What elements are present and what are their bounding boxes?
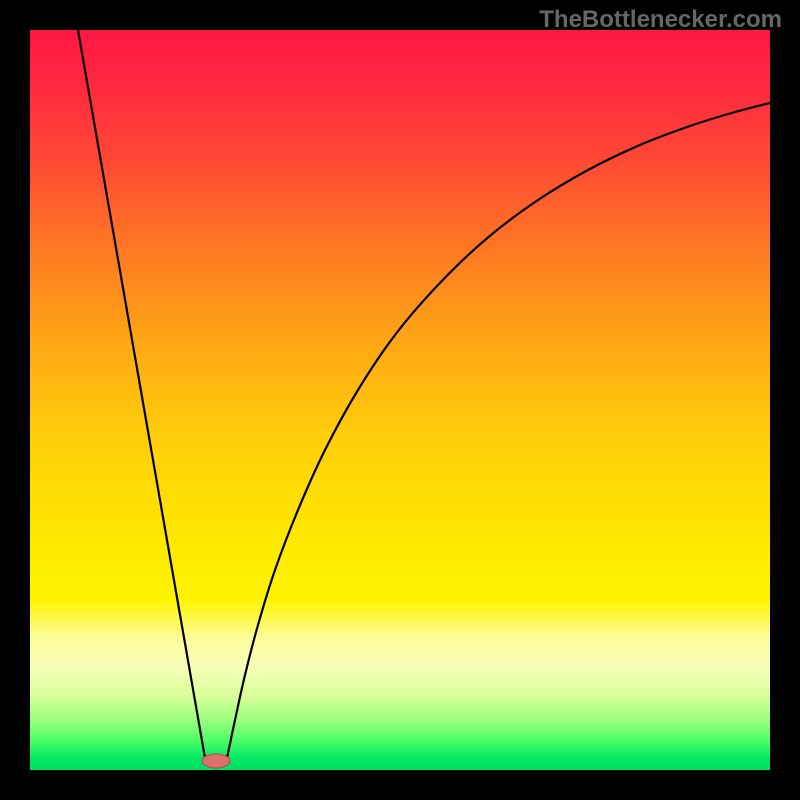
optimum-marker xyxy=(202,754,230,768)
chart-container: TheBottlenecker.com xyxy=(0,0,800,800)
plot-area xyxy=(30,30,770,770)
chart-svg xyxy=(30,30,770,770)
gradient-background xyxy=(30,30,770,770)
